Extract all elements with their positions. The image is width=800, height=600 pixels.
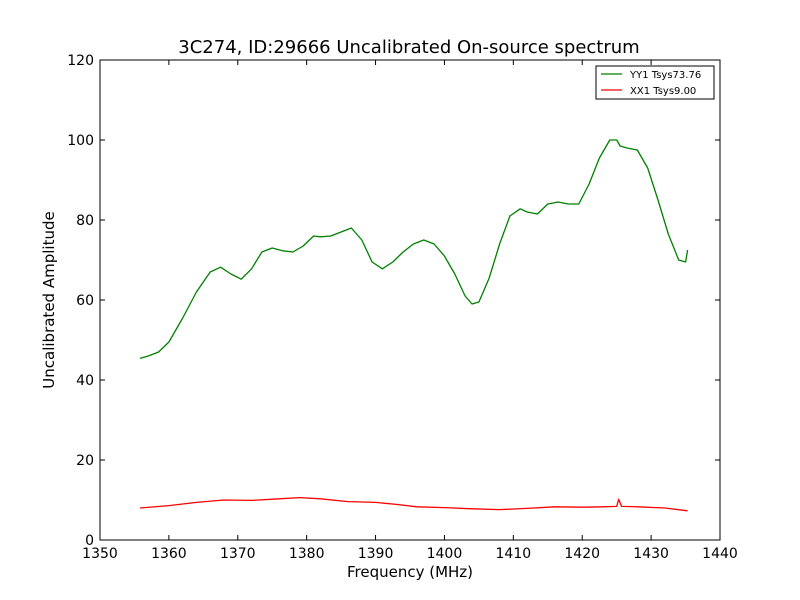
series-layer (139, 139, 689, 512)
y-tick-label: 120 (67, 53, 94, 69)
x-axis: 1350 1360 1370 1380 1390 1400 1410 1420 1430 1440 (82, 60, 738, 562)
x-tick-label: 1390 (358, 546, 394, 562)
y-axis-label: Uncalibrated Amplitude (40, 211, 58, 388)
chart-title: 3C274, ID:29666 Uncalibrated On-source s… (178, 37, 639, 58)
x-tick-label: 1400 (427, 546, 463, 562)
x-tick-label: 1430 (633, 546, 669, 562)
x-tick-label: 1420 (564, 546, 600, 562)
series-line-0 (139, 139, 689, 360)
legend: YY1 Tsys73.76 XX1 Tsys9.00 (595, 65, 715, 100)
series-line-1 (139, 496, 688, 512)
x-tick-label: 1440 (702, 546, 738, 562)
y-tick-label: 100 (67, 133, 94, 149)
y-tick-label: 80 (76, 213, 94, 229)
legend-box (595, 65, 715, 100)
x-tick-label: 1380 (289, 546, 325, 562)
x-tick-label: 1360 (151, 546, 187, 562)
x-tick-label: 1410 (496, 546, 532, 562)
legend-label-1: XX1 Tsys9.00 (630, 86, 696, 97)
y-tick-label: 20 (76, 453, 94, 469)
y-tick-label: 40 (76, 373, 94, 389)
x-tick-label: 1350 (82, 546, 118, 562)
y-axis: 0 20 40 60 80 100 120 (67, 53, 720, 549)
plot-area (100, 60, 720, 540)
y-tick-label: 60 (76, 293, 94, 309)
x-axis-label: Frequency (MHz) (347, 563, 473, 581)
x-tick-label: 1370 (220, 546, 256, 562)
y-tick-label: 0 (85, 533, 94, 549)
legend-label-0: YY1 Tsys73.76 (629, 70, 701, 81)
